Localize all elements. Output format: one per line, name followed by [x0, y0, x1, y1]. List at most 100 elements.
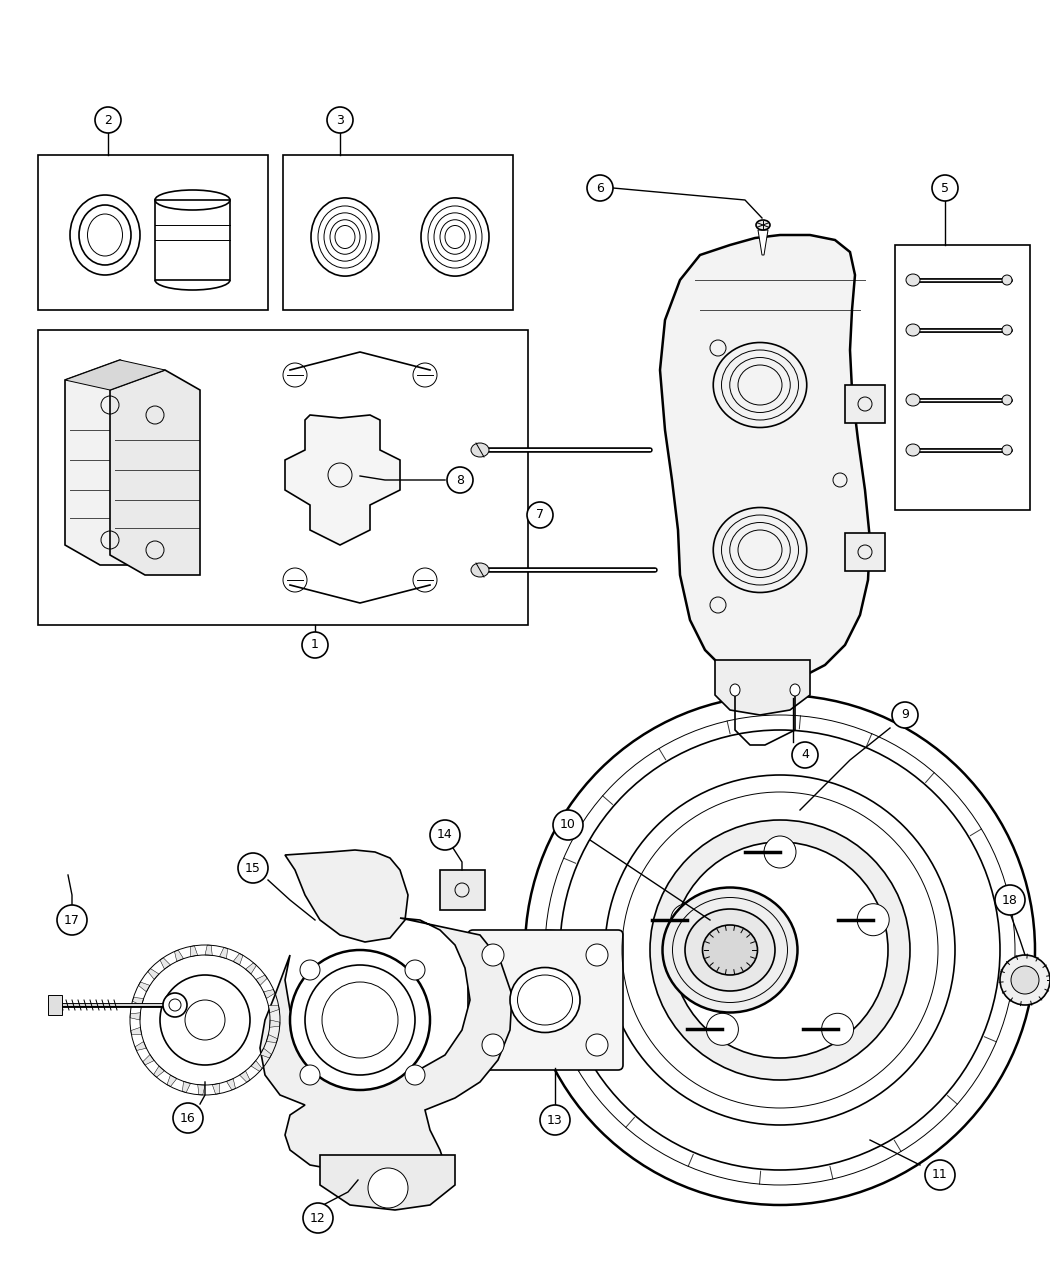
Polygon shape	[131, 1028, 142, 1034]
Circle shape	[792, 742, 818, 768]
Polygon shape	[758, 230, 768, 255]
Ellipse shape	[1002, 395, 1012, 405]
Polygon shape	[190, 946, 197, 956]
Ellipse shape	[663, 887, 798, 1012]
Text: 8: 8	[456, 473, 464, 487]
Polygon shape	[233, 954, 243, 965]
Polygon shape	[285, 414, 400, 544]
Circle shape	[821, 1014, 854, 1046]
Ellipse shape	[685, 909, 775, 991]
Text: 6: 6	[596, 181, 604, 195]
Circle shape	[932, 175, 958, 201]
Circle shape	[163, 993, 187, 1017]
Bar	[38, 156, 268, 310]
Ellipse shape	[906, 444, 920, 456]
Circle shape	[671, 904, 702, 936]
Polygon shape	[239, 1071, 250, 1082]
Polygon shape	[174, 950, 184, 961]
Polygon shape	[153, 1066, 165, 1077]
Bar	[38, 330, 528, 625]
Text: 5: 5	[941, 181, 949, 195]
Circle shape	[586, 1034, 608, 1056]
Circle shape	[527, 502, 553, 528]
Text: 13: 13	[547, 1113, 563, 1127]
Text: 11: 11	[932, 1168, 948, 1182]
Text: 16: 16	[181, 1112, 196, 1125]
Polygon shape	[139, 982, 150, 992]
Text: 17: 17	[64, 913, 80, 927]
Polygon shape	[260, 1048, 272, 1058]
Circle shape	[405, 1065, 425, 1085]
Circle shape	[672, 842, 888, 1058]
Bar	[895, 245, 1030, 510]
Circle shape	[995, 885, 1025, 915]
Circle shape	[587, 175, 613, 201]
Bar	[845, 533, 885, 571]
Circle shape	[540, 1105, 570, 1135]
Circle shape	[405, 960, 425, 980]
Ellipse shape	[790, 683, 800, 696]
Circle shape	[302, 632, 328, 658]
Text: 14: 14	[437, 829, 453, 842]
Ellipse shape	[730, 683, 740, 696]
Circle shape	[368, 1168, 408, 1207]
Polygon shape	[270, 1020, 280, 1028]
Circle shape	[290, 950, 430, 1090]
Polygon shape	[110, 370, 200, 575]
Polygon shape	[132, 997, 144, 1006]
Polygon shape	[65, 360, 165, 390]
Polygon shape	[135, 1042, 146, 1051]
Text: 12: 12	[310, 1211, 326, 1224]
Circle shape	[447, 467, 473, 493]
Ellipse shape	[702, 924, 757, 975]
Circle shape	[857, 904, 889, 936]
Ellipse shape	[1002, 325, 1012, 335]
FancyBboxPatch shape	[468, 929, 623, 1070]
Circle shape	[553, 810, 583, 840]
Polygon shape	[251, 1061, 262, 1071]
Polygon shape	[715, 660, 810, 715]
Bar	[440, 870, 485, 910]
Ellipse shape	[1002, 445, 1012, 455]
Circle shape	[1011, 966, 1040, 995]
Polygon shape	[660, 235, 870, 680]
Ellipse shape	[471, 442, 489, 456]
Circle shape	[173, 1103, 203, 1133]
Circle shape	[94, 107, 121, 133]
Polygon shape	[246, 963, 256, 974]
Circle shape	[764, 836, 796, 868]
Circle shape	[650, 820, 910, 1080]
Text: 4: 4	[801, 748, 808, 761]
Circle shape	[300, 1065, 320, 1085]
Polygon shape	[264, 989, 275, 998]
Circle shape	[707, 1014, 738, 1046]
Polygon shape	[320, 1155, 455, 1210]
Ellipse shape	[1002, 275, 1012, 286]
Ellipse shape	[510, 968, 580, 1033]
Text: 2: 2	[104, 113, 112, 126]
Text: 10: 10	[560, 819, 576, 831]
Circle shape	[605, 775, 956, 1125]
Circle shape	[238, 853, 268, 884]
Ellipse shape	[756, 221, 770, 230]
Circle shape	[57, 905, 87, 935]
Text: 15: 15	[245, 862, 261, 875]
Polygon shape	[227, 1079, 235, 1090]
Polygon shape	[269, 1006, 279, 1012]
Ellipse shape	[906, 394, 920, 405]
Circle shape	[586, 944, 608, 966]
Text: 1: 1	[311, 639, 319, 652]
Polygon shape	[160, 958, 170, 969]
Text: 9: 9	[901, 709, 909, 722]
Circle shape	[303, 1204, 333, 1233]
Polygon shape	[256, 975, 268, 986]
Ellipse shape	[471, 564, 489, 578]
Polygon shape	[267, 1034, 277, 1043]
Polygon shape	[65, 360, 155, 565]
Bar	[48, 994, 62, 1015]
Polygon shape	[260, 918, 512, 1188]
Polygon shape	[205, 945, 212, 955]
Circle shape	[327, 107, 353, 133]
Circle shape	[160, 975, 250, 1065]
Circle shape	[300, 960, 320, 980]
